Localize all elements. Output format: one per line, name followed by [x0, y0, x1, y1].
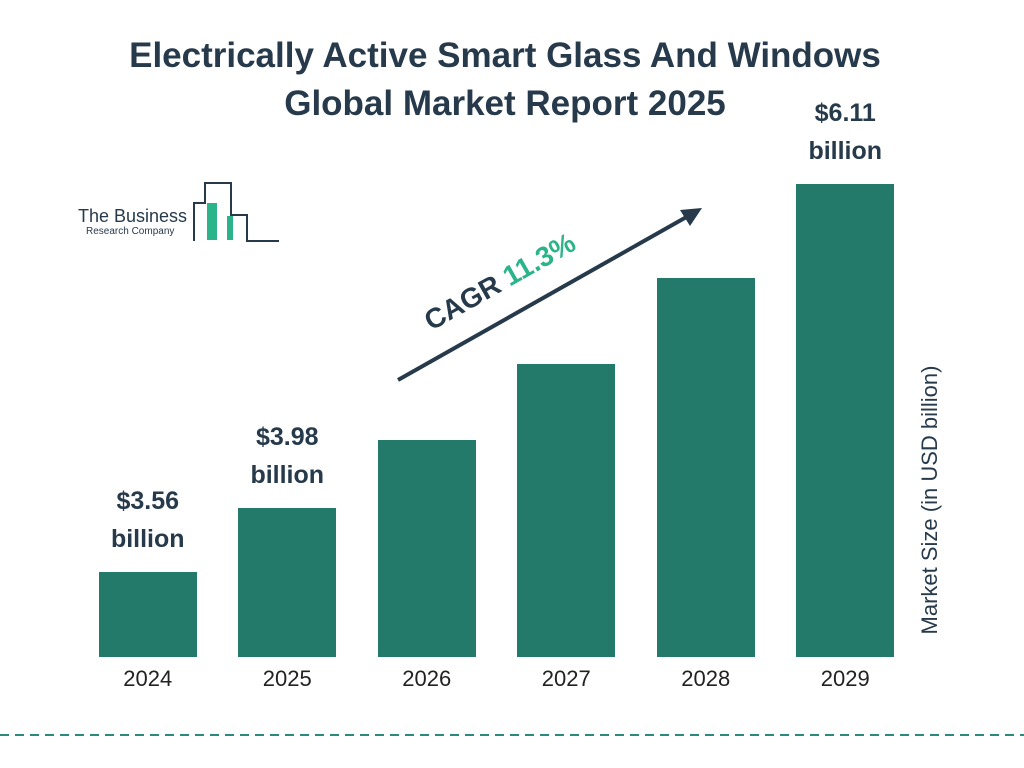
- x-tick-label: 2029: [820, 666, 870, 691]
- bar: [796, 184, 895, 657]
- value-label: $3.56 billion: [110, 486, 185, 553]
- x-tick-label: 2027: [541, 666, 591, 691]
- chart-title: Electrically Active Smart Glass And Wind…: [129, 36, 881, 123]
- x-tick-label: 2028: [681, 666, 731, 691]
- x-tick-label: 2024: [123, 666, 173, 691]
- cagr-arrow: [397, 213, 691, 382]
- cagr-arrowhead: [680, 208, 702, 226]
- y-axis-label: Market Size (in USD billion): [917, 365, 942, 635]
- logo-line2: Research Company: [86, 226, 175, 237]
- bar: [377, 439, 476, 657]
- logo-line1: The Business: [78, 206, 188, 226]
- bar: [98, 571, 197, 657]
- value-label: $6.11 billion: [808, 99, 883, 166]
- bar: [656, 278, 755, 657]
- bar: [517, 363, 616, 657]
- bar: [238, 507, 337, 657]
- x-tick-label: 2026: [402, 666, 452, 691]
- logo-icon: [193, 182, 279, 242]
- value-label: $3.98 billion: [250, 422, 325, 489]
- x-tick-label: 2025: [262, 666, 312, 691]
